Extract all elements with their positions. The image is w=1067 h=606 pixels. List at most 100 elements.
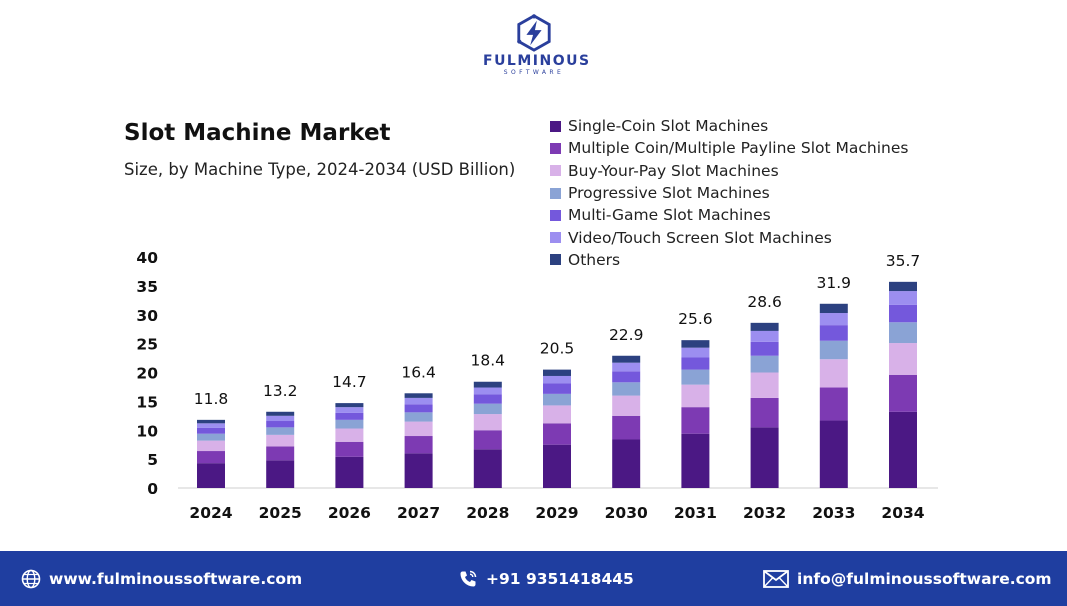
bar-segment [266, 434, 295, 447]
bar-segment [819, 387, 848, 421]
x-tick-label: 2030 [605, 504, 648, 522]
legend-label: Multi-Game Slot Machines [568, 206, 771, 225]
bar-total-label: 31.9 [817, 274, 852, 292]
bar-segment [889, 374, 917, 412]
legend-swatch [550, 120, 561, 132]
bar-segment [889, 304, 917, 323]
bar-segment [404, 412, 433, 422]
legend-item: Buy-Your-Pay Slot Machines [550, 160, 908, 182]
x-tick-label: 2031 [674, 504, 717, 522]
bar-segment [266, 446, 295, 461]
bar-segment [266, 415, 295, 422]
y-tick-label: 15 [136, 393, 158, 411]
bar-segment [681, 433, 710, 488]
bar-segment [473, 449, 502, 488]
y-tick-label: 30 [136, 307, 158, 325]
x-tick-label: 2034 [881, 504, 924, 522]
bar-segment [543, 375, 571, 384]
bar-segment [197, 451, 225, 464]
bar-segment [197, 463, 225, 488]
bar-total-label: 35.7 [886, 252, 921, 270]
x-tick-label: 2029 [535, 504, 578, 522]
footer-phone[interactable]: +91 9351418445 [458, 551, 634, 606]
bar-segment [404, 404, 433, 413]
bar-segment [335, 441, 364, 457]
bar-segment [612, 362, 641, 372]
footer-website[interactable]: www.fulminoussoftware.com [21, 551, 302, 606]
globe-icon [21, 569, 41, 588]
bar-segment [404, 397, 433, 405]
bar-segment [404, 453, 433, 488]
bar-segment [612, 355, 641, 363]
bar-segment [819, 340, 848, 360]
bar-segment [543, 444, 571, 488]
bar-segment [612, 382, 641, 396]
bar-total-label: 13.2 [263, 382, 298, 400]
legend-swatch [550, 165, 561, 177]
bar-segment [889, 322, 917, 344]
legend-label: Buy-Your-Pay Slot Machines [568, 161, 779, 180]
bar-total-label: 22.9 [609, 326, 644, 344]
bar-total-label: 28.6 [747, 293, 782, 311]
legend-swatch [550, 209, 561, 221]
bar-segment [750, 341, 779, 356]
bar-segment [612, 395, 641, 416]
footer-email[interactable]: info@fulminoussoftware.com [763, 551, 1052, 606]
bar-segment [473, 387, 502, 395]
x-tick-label: 2033 [812, 504, 855, 522]
legend-item: Multi-Game Slot Machines [550, 204, 908, 226]
bar-segment [335, 412, 364, 420]
y-tick-label: 35 [136, 278, 158, 296]
bar-segment [681, 407, 710, 434]
bar-segment [543, 405, 571, 424]
y-tick-label: 10 [136, 422, 158, 440]
bar-segment [335, 419, 364, 429]
phone-icon [460, 570, 477, 586]
legend-item: Video/Touch Screen Slot Machines [550, 226, 908, 248]
bar-segment [750, 372, 779, 398]
bar-segment [612, 439, 641, 488]
bar-total-label: 16.4 [401, 363, 436, 381]
x-tick-label: 2025 [259, 504, 302, 522]
bar-segment [404, 436, 433, 454]
bar-segment [819, 325, 848, 341]
x-tick-label: 2028 [466, 504, 509, 522]
bar-segment [335, 403, 364, 408]
y-tick-label: 20 [136, 365, 158, 383]
bar-segment [404, 393, 433, 398]
bar-segment [473, 394, 502, 404]
bar-segment [335, 456, 364, 488]
bar-segment [266, 427, 295, 435]
bar-total-label: 18.4 [471, 352, 506, 370]
legend-label: Progressive Slot Machines [568, 184, 770, 203]
legend-swatch [550, 187, 561, 199]
bar-segment [750, 427, 779, 488]
legend-label: Video/Touch Screen Slot Machines [568, 228, 832, 247]
bar-segment [473, 403, 502, 415]
bar-segment [819, 359, 848, 388]
bar-segment [750, 322, 779, 331]
x-tick-label: 2026 [328, 504, 371, 522]
legend-swatch [550, 142, 561, 154]
legend-item: Others [550, 249, 908, 271]
legend-item: Single-Coin Slot Machines [550, 115, 908, 137]
brand-tagline: SOFTWARE [503, 69, 565, 76]
bar-segment [543, 423, 571, 445]
y-tick-label: 5 [147, 451, 158, 469]
bar-segment [889, 343, 917, 375]
chart-legend: Single-Coin Slot Machines Multiple Coin/M… [550, 115, 908, 271]
y-tick-label: 40 [136, 249, 158, 267]
bar-segment [612, 371, 641, 383]
legend-label: Multiple Coin/Multiple Payline Slot Mach… [568, 139, 909, 158]
bar-segment [889, 281, 917, 292]
lightning-hexagon-icon [517, 14, 551, 52]
legend-item: Multiple Coin/Multiple Payline Slot Mach… [550, 137, 908, 159]
bar-segment [266, 421, 295, 428]
bar-segment [543, 369, 571, 376]
x-tick-label: 2027 [397, 504, 440, 522]
brand-logo: FULMINOUS SOFTWARE [483, 14, 589, 86]
bar-segment [681, 357, 710, 370]
bar-total-label: 20.5 [540, 340, 575, 358]
bar-segment [889, 411, 917, 488]
bar-segment [335, 428, 364, 442]
